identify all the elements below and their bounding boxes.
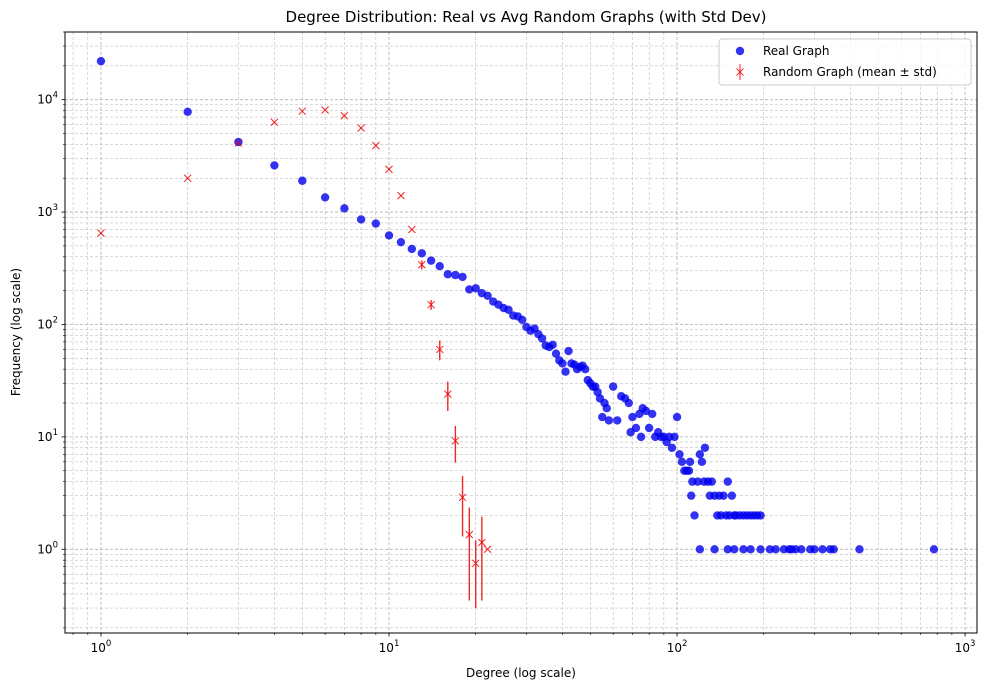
- real-graph-point: [637, 433, 645, 441]
- real-graph-point: [97, 57, 105, 65]
- legend-random-label: Random Graph (mean ± std): [763, 65, 937, 79]
- real-graph-point: [613, 416, 621, 424]
- real-graph-point: [668, 444, 676, 452]
- real-graph-point: [685, 467, 693, 475]
- real-graph-point: [673, 413, 681, 421]
- real-graph-point: [687, 491, 695, 499]
- real-graph-point: [746, 545, 754, 553]
- real-graph-point: [675, 450, 683, 458]
- real-graph-point: [408, 245, 416, 253]
- real-graph-point: [756, 545, 764, 553]
- real-graph-point: [696, 545, 704, 553]
- real-graph-point: [648, 410, 656, 418]
- real-graph-point: [632, 424, 640, 432]
- real-graph-point: [690, 511, 698, 519]
- real-graph-point: [728, 491, 736, 499]
- real-graph-point: [645, 424, 653, 432]
- real-graph-point: [397, 238, 405, 246]
- legend-real-label: Real Graph: [763, 44, 830, 58]
- real-graph-point: [701, 444, 709, 452]
- real-graph-point: [710, 545, 718, 553]
- real-graph-point: [270, 161, 278, 169]
- real-graph-point: [558, 359, 566, 367]
- real-graph-point: [830, 545, 838, 553]
- legend: Real Graph Random Graph (mean ± std): [719, 39, 971, 85]
- real-graph-point: [609, 382, 617, 390]
- real-graph-point: [670, 433, 678, 441]
- real-graph-point: [605, 416, 613, 424]
- real-graph-point: [810, 545, 818, 553]
- real-graph-point: [698, 458, 706, 466]
- real-graph-point: [357, 215, 365, 223]
- real-graph-point: [719, 491, 727, 499]
- real-graph-point: [518, 316, 526, 324]
- real-graph-point: [818, 545, 826, 553]
- real-graph-point: [458, 273, 466, 281]
- real-graph-point: [451, 271, 459, 279]
- real-graph-point: [183, 108, 191, 116]
- real-graph-point: [678, 458, 686, 466]
- real-graph-point: [444, 270, 452, 278]
- x-axis-label: Degree (log scale): [466, 666, 576, 680]
- real-graph-point: [372, 219, 380, 227]
- real-graph-point: [797, 545, 805, 553]
- real-graph-point: [385, 231, 393, 239]
- real-graph-point: [686, 458, 694, 466]
- real-graph-point: [581, 365, 589, 373]
- real-graph-point: [427, 256, 435, 264]
- real-graph-point: [321, 193, 329, 201]
- real-graph-point: [418, 249, 426, 257]
- y-axis-label: Frequency (log scale): [9, 268, 23, 396]
- real-graph-point: [730, 545, 738, 553]
- legend-real-marker: [736, 47, 744, 55]
- real-graph-point: [708, 477, 716, 485]
- real-graph-point: [739, 545, 747, 553]
- chart-title: Degree Distribution: Real vs Avg Random …: [286, 8, 767, 26]
- real-graph-point: [561, 368, 569, 376]
- real-graph-point: [548, 341, 556, 349]
- real-graph-point: [855, 545, 863, 553]
- real-graph-point: [436, 262, 444, 270]
- real-graph-point: [756, 511, 764, 519]
- real-graph-point: [564, 347, 572, 355]
- real-graph-point: [771, 545, 779, 553]
- real-graph-point: [340, 204, 348, 212]
- real-graph-point: [603, 404, 611, 412]
- real-graph-point: [234, 138, 242, 146]
- real-graph-point: [298, 177, 306, 185]
- real-graph-point: [724, 477, 732, 485]
- real-graph-point: [625, 399, 633, 407]
- real-graph-point: [930, 545, 938, 553]
